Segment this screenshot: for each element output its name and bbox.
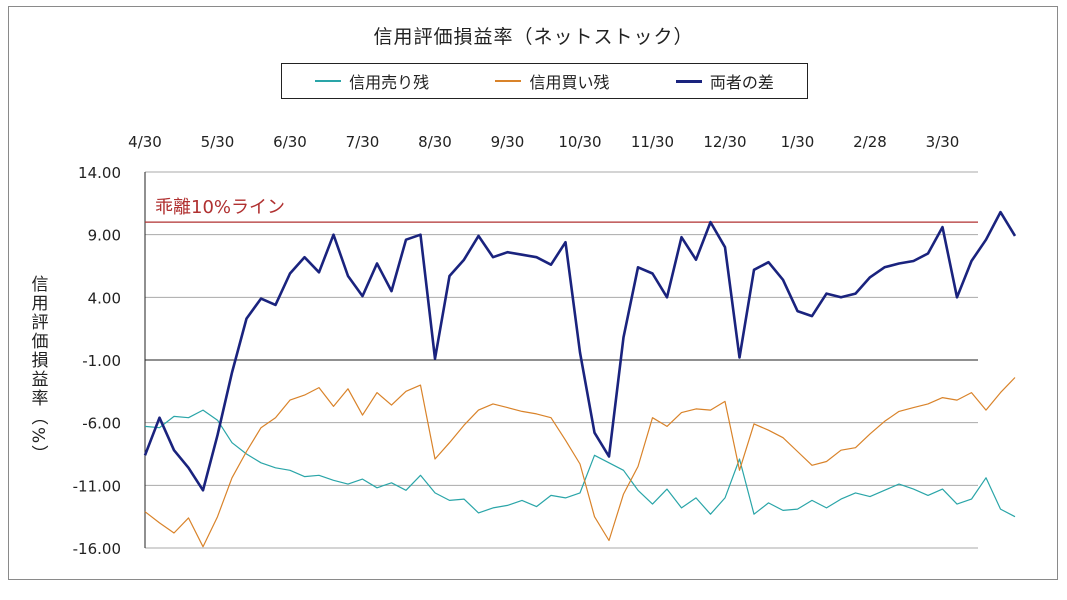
legend-swatch-diff (675, 79, 702, 83)
series-line-diff (143, 210, 1017, 492)
legend-label-buy: 信用買い残 (529, 73, 610, 92)
legend-item-sell: 信用売り残 (315, 69, 429, 93)
y-tick-label: -1.00 (82, 352, 121, 370)
y-axis-label: 信用評価損益率（%） (27, 275, 48, 465)
legend-item-diff: 両者の差 (675, 69, 774, 93)
x-tick-label: 5/30 (201, 133, 235, 151)
series-line-sell (144, 409, 1016, 518)
x-tick-label: 9/30 (491, 133, 525, 151)
legend-item-buy: 信用買い残 (495, 69, 610, 93)
x-tick-label: 8/30 (418, 133, 452, 151)
series-line-buy (144, 377, 1016, 548)
x-tick-label: 11/30 (631, 133, 674, 151)
reference-line-label: 乖離10%ライン (155, 197, 285, 218)
x-tick-label: 1/30 (781, 133, 815, 151)
y-tick-label: -6.00 (82, 415, 121, 433)
x-tick-label: 10/30 (558, 133, 601, 151)
chart-title: 信用評価損益率（ネットストック） (373, 26, 694, 48)
legend-swatch-buy (495, 80, 522, 82)
y-tick-label: 14.00 (78, 164, 121, 182)
y-tick-label: -11.00 (73, 477, 121, 495)
legend-swatch-sell (315, 80, 342, 82)
x-tick-label: 7/30 (346, 133, 380, 151)
y-tick-label: 9.00 (88, 227, 121, 245)
legend-label-diff: 両者の差 (709, 73, 774, 92)
legend-label-sell: 信用売り残 (349, 73, 430, 92)
chart-frame (8, 6, 1058, 580)
x-tick-label: 2/28 (853, 133, 887, 151)
x-tick-label: 3/30 (926, 133, 960, 151)
x-tick-label: 4/30 (128, 133, 162, 151)
x-tick-label: 12/30 (703, 133, 746, 151)
x-tick-label: 6/30 (273, 133, 307, 151)
y-tick-label: -16.00 (73, 540, 121, 558)
legend: 信用売り残 信用買い残 両者の差 (281, 63, 808, 99)
y-tick-label: 4.00 (88, 289, 121, 307)
